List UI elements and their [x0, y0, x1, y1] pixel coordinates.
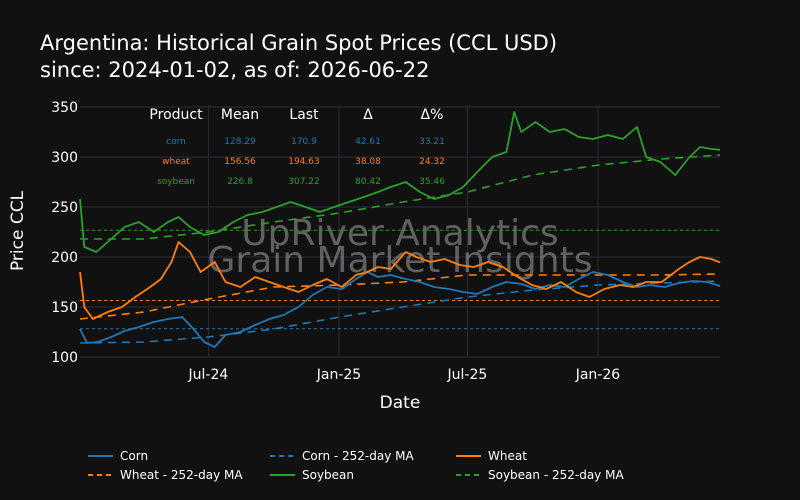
chart-title-line1: Argentina: Historical Grain Spot Prices …: [40, 31, 558, 55]
series-soybean: [79, 111, 721, 253]
table-cell-soybean-pct: 35.46: [419, 177, 445, 187]
x-tick-label: Jul-24: [188, 367, 229, 383]
legend[interactable]: Corn Corn - 252-day MA Wheat Wheat - 252-da…: [88, 449, 624, 482]
legend-label: Corn - 252-day MA: [302, 449, 414, 463]
y-tick-label: 300: [51, 150, 78, 166]
x-tick-label: Jan-26: [575, 367, 621, 383]
axes: 100 150 200 250 300 350 Jul-24 Jan-25 Jul-25 Jan-…: [8, 100, 620, 413]
y-tick-label: 350: [51, 100, 78, 116]
table-cell-soybean-delta: 80.42: [355, 177, 381, 187]
table-cell-wheat-last: 194.63: [288, 157, 320, 167]
y-axis-title: Price CCL: [8, 190, 28, 271]
series-wheat: [79, 241, 721, 320]
legend-item-corn[interactable]: Corn: [88, 449, 148, 463]
table-header-pct: Δ%: [421, 107, 444, 123]
table-cell-soybean-product: soybean: [157, 177, 195, 187]
y-tick-label: 150: [51, 300, 78, 316]
legend-item-corn-252-day-ma[interactable]: Corn - 252-day MA: [270, 449, 414, 463]
table-header-delta: Δ: [363, 107, 373, 123]
table-cell-soybean-mean: 226.8: [227, 177, 253, 187]
table-cell-wheat-pct: 24.32: [419, 157, 445, 167]
x-tick-label: Jul-25: [447, 367, 488, 383]
table-cell-wheat-product: wheat: [162, 157, 190, 167]
chart-title: Argentina: Historical Grain Spot Prices …: [40, 30, 557, 84]
series-corn-252-day-ma: [79, 280, 721, 344]
table-cell-corn-last: 170.9: [291, 137, 317, 147]
legend-item-soybean-252-day-ma[interactable]: Soybean - 252-day MA: [456, 468, 624, 482]
legend-item-wheat-252-day-ma[interactable]: Wheat - 252-day MA: [88, 468, 243, 482]
table-cell-soybean-last: 307.22: [288, 177, 320, 187]
table-cell-corn-pct: 33.21: [419, 137, 445, 147]
legend-label: Corn: [120, 449, 148, 463]
series-corn: [79, 271, 721, 348]
stats-table: Product Mean Last Δ Δ% corn 128.29 170.9 42.61 33…: [149, 107, 445, 187]
table-header-product: Product: [149, 107, 203, 123]
mean-lines: [80, 229, 720, 330]
x-axis-title: Date: [380, 393, 421, 413]
x-tick-label: Jan-25: [316, 367, 361, 383]
table-header-mean: Mean: [221, 107, 259, 123]
chart-subtitle: since: 2024-01-02, as of: 2026-06-22: [40, 58, 430, 82]
table-header-last: Last: [289, 107, 319, 123]
legend-item-soybean[interactable]: Soybean: [270, 468, 354, 482]
grid-lines: [80, 105, 720, 358]
table-cell-wheat-mean: 156.56: [224, 157, 256, 167]
legend-item-wheat[interactable]: Wheat: [456, 449, 527, 463]
y-tick-label: 100: [51, 350, 78, 366]
y-tick-label: 200: [51, 250, 78, 266]
series-wheat-252-day-ma: [79, 273, 721, 320]
watermark-line2: Grain Market Insights: [208, 240, 593, 281]
series-lines: [79, 111, 721, 348]
series-soybean-252-day-ma: [80, 154, 721, 240]
legend-label: Wheat - 252-day MA: [120, 468, 243, 482]
table-cell-corn-product: corn: [166, 137, 186, 147]
legend-label: Wheat: [488, 449, 527, 463]
legend-label: Soybean: [302, 468, 354, 482]
table-cell-corn-mean: 128.29: [224, 137, 256, 147]
legend-label: Soybean - 252-day MA: [488, 468, 624, 482]
table-cell-corn-delta: 42.61: [355, 137, 381, 147]
y-tick-label: 250: [51, 200, 78, 216]
table-cell-wheat-delta: 38.08: [355, 157, 381, 167]
